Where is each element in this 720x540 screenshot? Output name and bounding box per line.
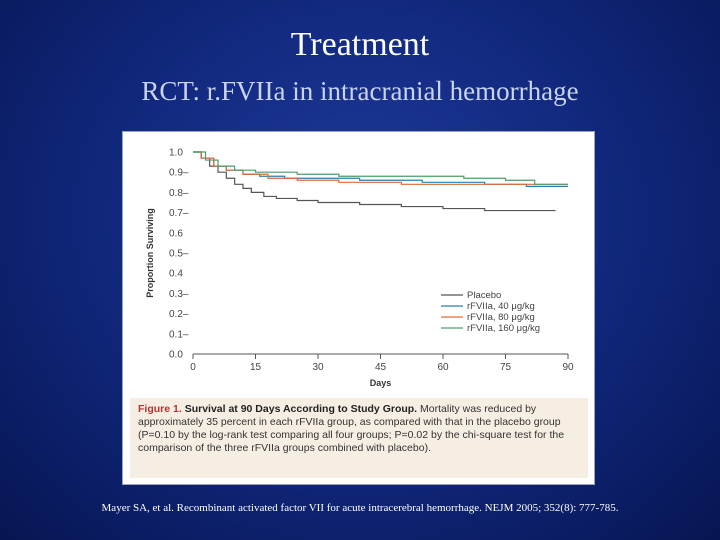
- legend-entry: rFVIIa, 80 μg/kg: [467, 312, 535, 323]
- slide-subtitle: RCT: r.FVIIa in intracranial hemorrhage: [141, 76, 579, 106]
- x-tick-label: 90: [562, 362, 574, 373]
- citation: Mayer SA, et al. Recombinant activated f…: [101, 502, 619, 514]
- legend-entry: rFVIIa, 40 μg/kg: [467, 301, 535, 312]
- y-tick-label: 0.6: [169, 228, 183, 239]
- x-tick-label: 30: [312, 362, 324, 373]
- x-tick-label: 15: [250, 362, 262, 373]
- series-line: [193, 151, 568, 185]
- x-tick-label: 0: [190, 362, 196, 373]
- y-tick-label: 0.5–: [169, 249, 189, 260]
- series-line: [193, 151, 568, 187]
- series-line: [193, 151, 556, 212]
- y-tick-label: 1.0: [169, 148, 183, 159]
- x-axis-label: Days: [370, 378, 392, 388]
- figure-caption: Figure 1. Survival at 90 Days According …: [130, 398, 588, 478]
- caption-label: Figure 1.: [138, 403, 182, 415]
- y-tick-label: 0.7–: [169, 208, 189, 219]
- y-tick-label: 0.9–: [169, 168, 189, 179]
- y-tick-label: 0.1–: [169, 329, 189, 340]
- survival-chart: 1.0 0.9– 0.8– 0.7– 0.6 0.5– 0.4 0.3– 0.2– 0.1– 0.0…: [145, 148, 574, 389]
- survival-figure: 1.0 0.9– 0.8– 0.7– 0.6 0.5– 0.4 0.3– 0.2– 0.1– 0.0…: [122, 131, 595, 485]
- x-tick-label: 75: [500, 362, 512, 373]
- legend-entry: rFVIIa, 160 μg/kg: [467, 323, 540, 334]
- y-tick-label: 0.2–: [169, 309, 189, 320]
- x-tick-label: 60: [437, 362, 449, 373]
- caption-body: Mortality was reduced by approximately 3…: [138, 403, 565, 454]
- y-tick-label: 0.4: [169, 269, 183, 280]
- series-line: [193, 151, 568, 185]
- y-tick-label: 0.8–: [169, 188, 189, 199]
- slide-title: Treatment: [290, 26, 430, 63]
- caption-title: Survival at 90 Days According to Study G…: [184, 403, 418, 415]
- y-axis-label: Proportion Surviving: [145, 208, 155, 298]
- y-tick-label: 0.0: [169, 350, 183, 361]
- y-tick-label: 0.3–: [169, 289, 189, 300]
- x-tick-label: 45: [375, 362, 387, 373]
- legend-entry: Placebo: [467, 290, 501, 301]
